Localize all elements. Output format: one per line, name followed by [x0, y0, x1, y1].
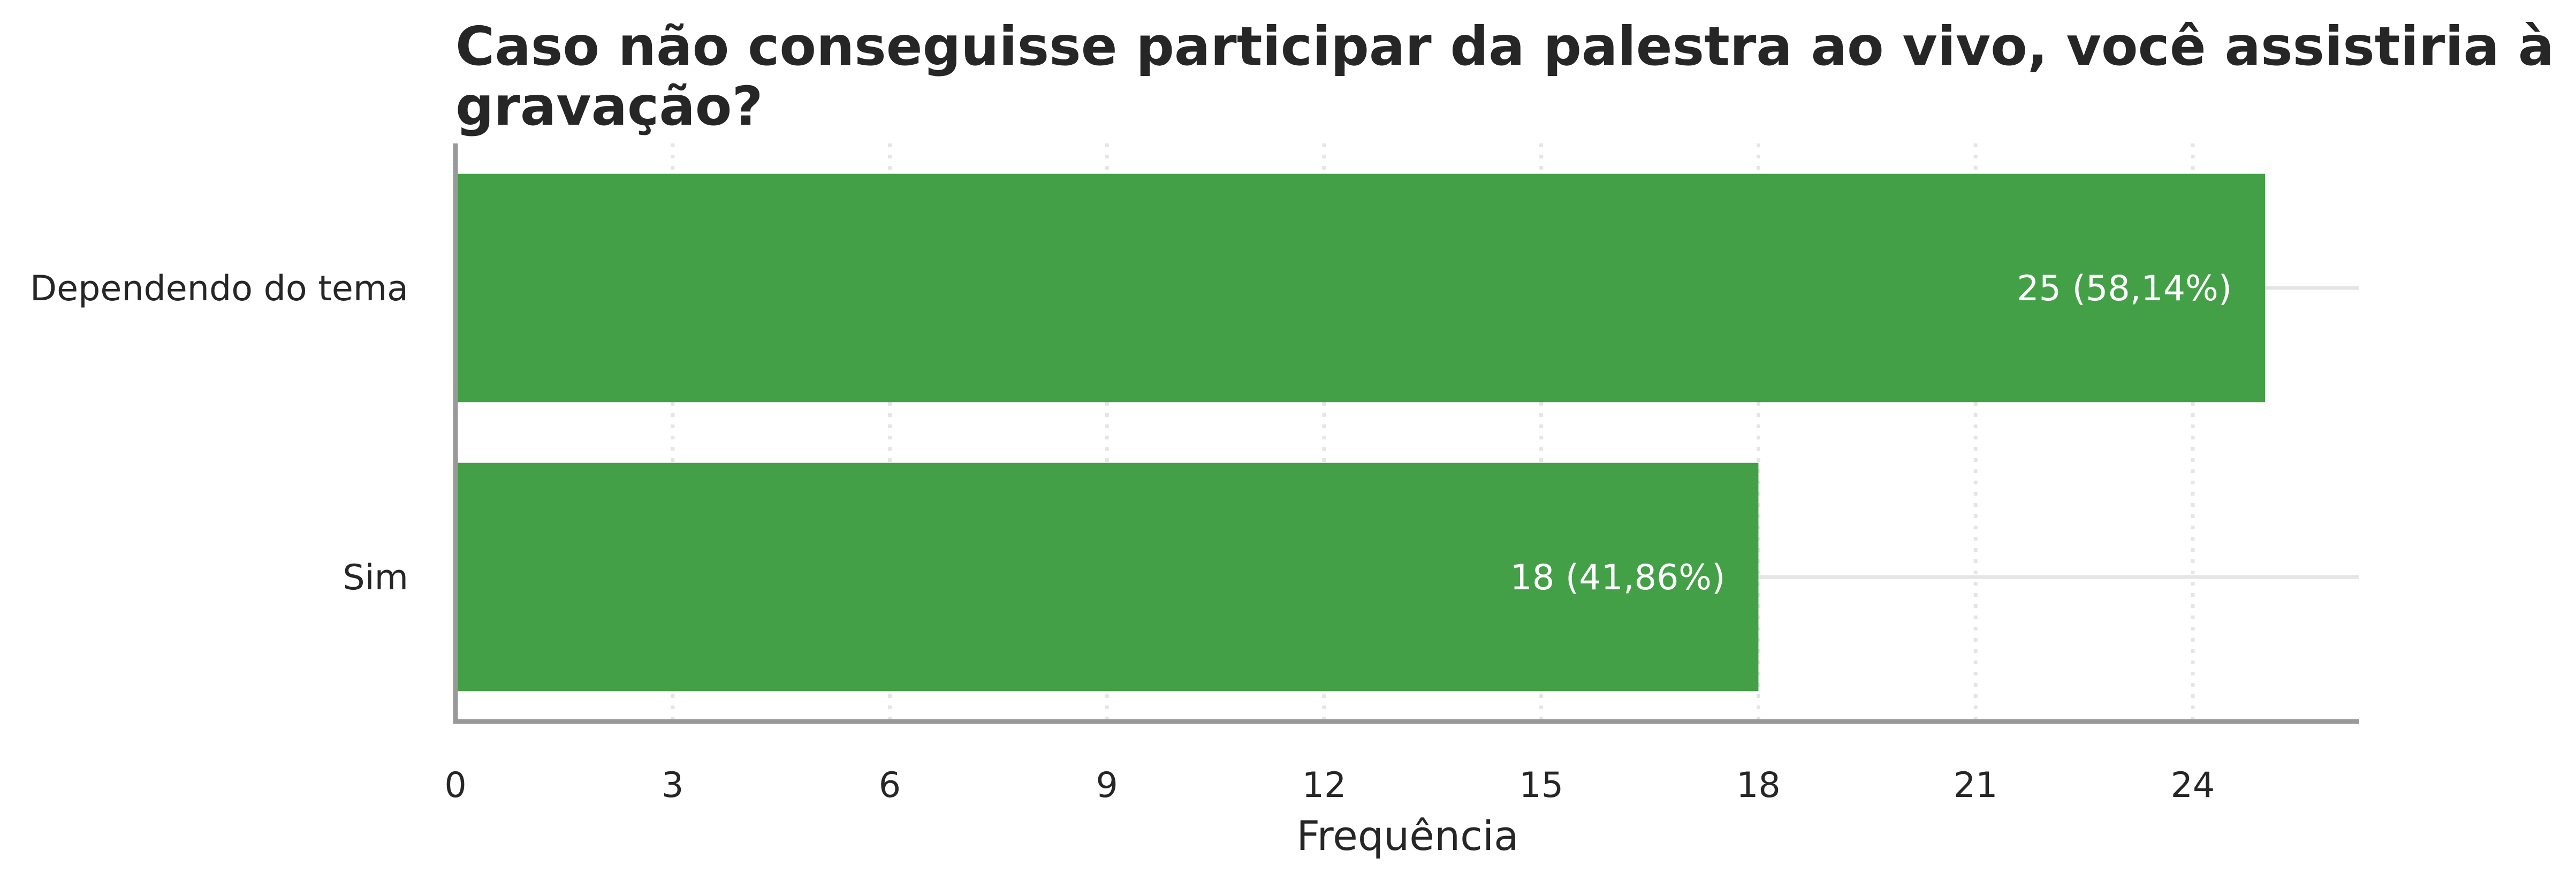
x-tick-label-7: 21: [1954, 765, 1998, 806]
bar-value-label-1: 18 (41,86%): [1510, 558, 1726, 598]
axes: [453, 143, 2359, 724]
y-tick-label-0: Dependendo do tema: [30, 269, 408, 309]
x-tick-label-2: 6: [879, 765, 901, 806]
y-tick-label-1: Sim: [343, 558, 408, 598]
bar-value-label-0: 25 (58,14%): [2017, 269, 2232, 309]
x-axis-label: Frequência: [1296, 812, 1518, 860]
x-tick-label-6: 18: [1736, 765, 1781, 806]
bar-1: [455, 462, 1759, 692]
bar-0: [455, 173, 2266, 402]
x-tick-label-1: 3: [662, 765, 683, 806]
chart-title-line-1: Caso não conseguisse participar da pales…: [455, 15, 2554, 78]
x-tick-label-5: 15: [1519, 765, 1563, 806]
x-tick-label-8: 24: [2171, 765, 2215, 806]
x-tick-label-3: 9: [1096, 765, 1118, 806]
x-tick-label-4: 12: [1302, 765, 1347, 806]
bars: 25 (58,14%) 18 (41,86%): [455, 173, 2266, 692]
chart-title-line-2: gravação?: [455, 75, 763, 138]
x-tick-label-0: 0: [444, 765, 466, 806]
tick-labels: Dependendo do tema Sim 0 3 6 9 12 15 18 21 24: [30, 269, 2215, 806]
